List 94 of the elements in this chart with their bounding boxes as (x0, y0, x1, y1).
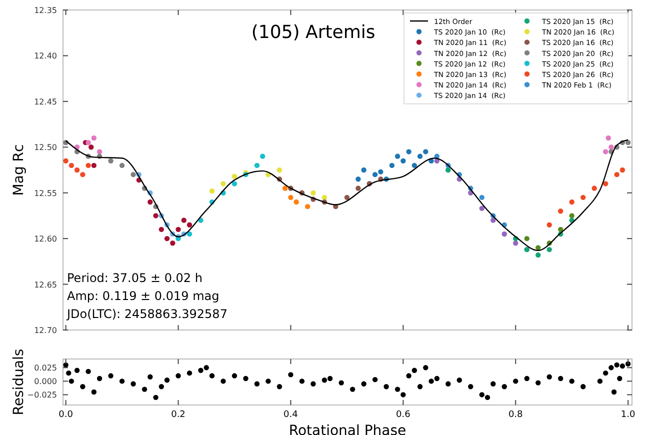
point (170, 240, 176, 246)
point (232, 174, 238, 179)
point (479, 194, 484, 200)
point (513, 240, 518, 246)
point (580, 194, 586, 200)
point (479, 206, 484, 211)
point (406, 149, 412, 154)
point (558, 226, 564, 232)
point (569, 213, 574, 218)
point (536, 245, 541, 250)
text: (105) Artemis (251, 22, 376, 43)
y-tick-label: 0.025 (34, 364, 57, 373)
point (304, 204, 310, 210)
point (310, 190, 316, 196)
point (91, 135, 97, 141)
point (620, 167, 626, 173)
y-tick-label: 12.70 (34, 326, 57, 335)
point (288, 194, 294, 200)
point (276, 167, 282, 173)
point (372, 172, 378, 178)
y-tick-label: 12.35 (34, 6, 57, 15)
annotation: Amp: 0.119 ± 0.019 mag (67, 289, 220, 303)
point (158, 226, 164, 232)
point (108, 158, 114, 164)
x-tick-label: 0.8 (508, 410, 524, 420)
point (260, 154, 266, 159)
point (389, 162, 395, 168)
x-tick-label: 0.6 (396, 410, 411, 420)
point (86, 162, 91, 168)
point (186, 231, 192, 237)
point (614, 172, 620, 178)
x-tick-label: 0.4 (284, 410, 298, 420)
point (592, 186, 597, 191)
point (606, 135, 611, 141)
point (625, 140, 631, 146)
point (181, 218, 186, 223)
y-tick-label: 0.000 (34, 377, 57, 386)
point (282, 186, 288, 191)
point (63, 158, 68, 164)
y-tick-label: 12.50 (34, 143, 57, 152)
y-tick-label: 12.40 (34, 52, 57, 61)
point (322, 194, 328, 200)
point (546, 222, 552, 228)
point (220, 181, 226, 186)
point (68, 162, 74, 168)
y-tick-label: 12.60 (34, 234, 57, 244)
y-tick-label: −0.025 (27, 390, 57, 400)
point (130, 172, 136, 178)
point (209, 188, 215, 194)
x-tick-label: 0.0 (58, 410, 74, 420)
point (356, 186, 361, 191)
point (96, 149, 102, 154)
y-axis-title: Mag Rc (11, 144, 27, 196)
x-tick-label: 0.2 (171, 410, 186, 420)
point (119, 162, 125, 168)
point (294, 199, 299, 205)
point (524, 236, 530, 242)
annotation: Period: 37.05 ± 0.02 h (67, 271, 202, 285)
point (176, 226, 181, 232)
y-tick-label: 12.65 (34, 280, 57, 290)
point (361, 167, 366, 173)
annotation: JDo(LTC): 2458863.392587 (66, 307, 228, 321)
y-tick-label: 12.45 (34, 97, 57, 106)
point (88, 144, 94, 150)
point (86, 140, 91, 146)
point (394, 154, 400, 159)
point (74, 167, 80, 173)
x-axis-title: Rotational Phase (288, 423, 406, 435)
point (91, 162, 97, 168)
point (80, 172, 86, 178)
point (536, 252, 541, 258)
y-tick-label: 12.55 (34, 188, 57, 198)
point (412, 162, 418, 168)
point (400, 158, 406, 164)
point (378, 169, 384, 174)
y-axis-title: Residuals (11, 348, 27, 416)
point (602, 181, 608, 186)
point (423, 149, 428, 154)
point (602, 149, 608, 154)
point (153, 213, 158, 218)
point (186, 222, 192, 228)
point (232, 181, 238, 186)
point (502, 231, 507, 237)
point (546, 246, 552, 252)
point (148, 199, 153, 205)
point (344, 194, 350, 200)
point (558, 208, 564, 214)
point (164, 236, 170, 242)
point (356, 176, 361, 182)
point (490, 218, 496, 223)
point (569, 199, 574, 205)
x-tick-label: 1.0 (620, 410, 636, 420)
point (608, 144, 614, 150)
point (417, 154, 423, 159)
